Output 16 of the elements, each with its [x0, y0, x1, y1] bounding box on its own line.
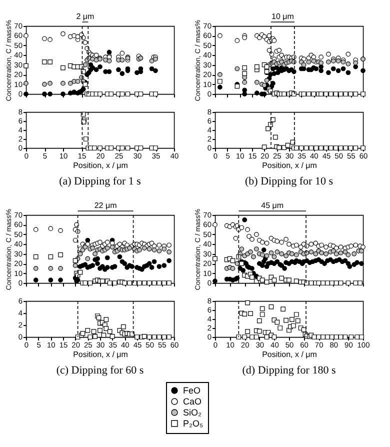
- legend-label: CaO: [183, 396, 202, 406]
- x-axis-title: Position, x / μm: [262, 161, 318, 170]
- text: (b) Dipping for 10 s: [245, 176, 333, 188]
- text: 2 μm: [76, 12, 95, 21]
- text: (c) Dipping for 60 s: [56, 364, 144, 376]
- x-axis-title: Position, x / μm: [73, 161, 128, 170]
- x-axis-title: Position, x / μm: [73, 350, 128, 359]
- text: 45 μm: [261, 201, 284, 210]
- legend-label: SiO₂: [183, 408, 202, 418]
- text: 10 μm: [272, 12, 294, 21]
- text: 22 μm: [94, 201, 118, 210]
- legend-label: P₂O₅: [183, 418, 204, 428]
- text: (d) Dipping for 180 s: [242, 364, 336, 376]
- legend-label: FeO: [183, 386, 201, 396]
- text: (a) Dipping for 1 s: [59, 176, 141, 188]
- x-axis-title: Position, x / μm: [262, 350, 318, 359]
